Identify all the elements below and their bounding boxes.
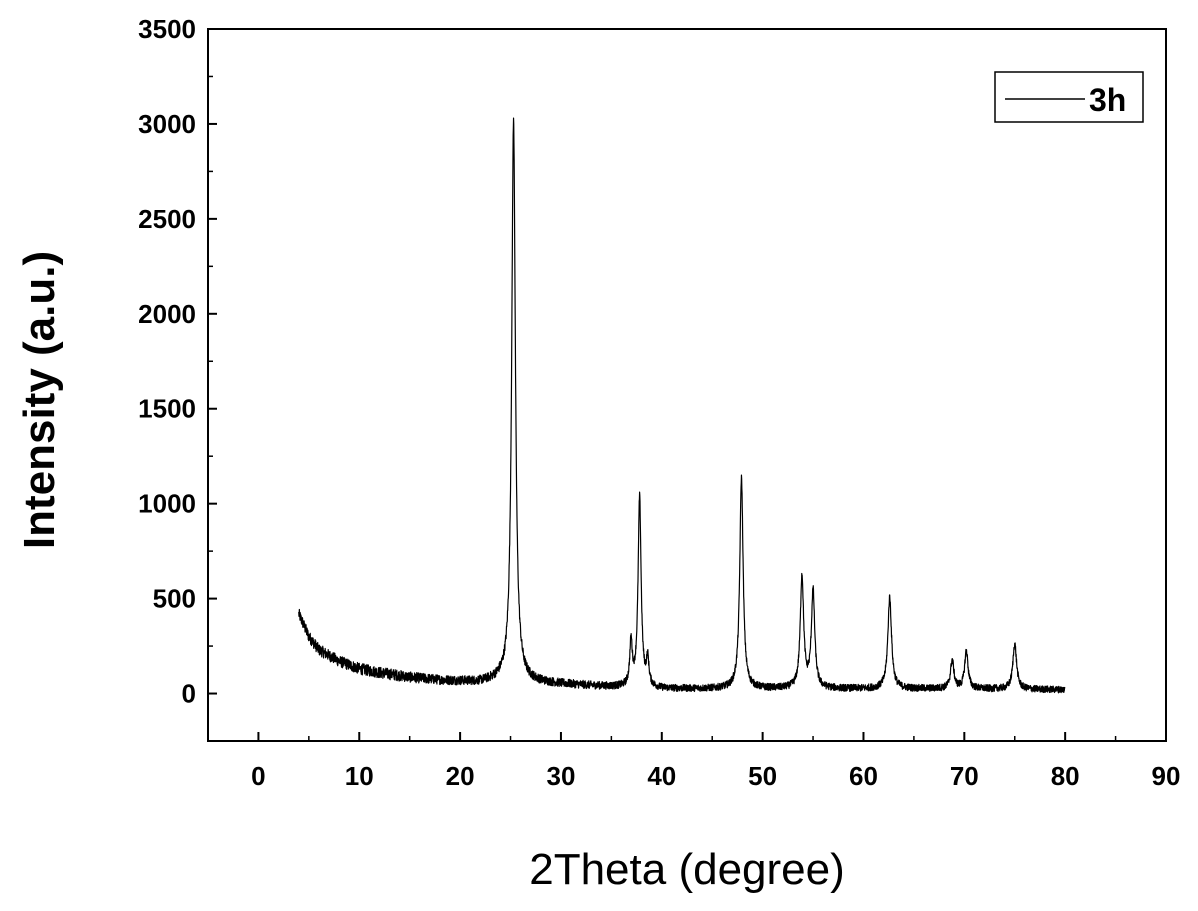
y-tick-label: 1000 bbox=[138, 489, 196, 519]
y-axis-ticks: 0 500 1000 1500 2000 2500 3000 3500 bbox=[138, 14, 217, 742]
x-axis-title: 2Theta (degree) bbox=[529, 845, 845, 894]
plot-frame bbox=[207, 28, 1167, 742]
y-tick-label: 500 bbox=[153, 584, 196, 614]
x-tick-label: 70 bbox=[950, 761, 979, 791]
x-tick-label: 80 bbox=[1051, 761, 1080, 791]
y-axis-title: Intensity (a.u.) bbox=[15, 251, 64, 549]
x-tick-label: 90 bbox=[1152, 761, 1181, 791]
legend: 3h bbox=[994, 71, 1144, 123]
x-tick-label: 60 bbox=[849, 761, 878, 791]
legend-label-3h: 3h bbox=[1089, 82, 1126, 118]
legend-box bbox=[994, 71, 1144, 123]
series-layer bbox=[298, 117, 1066, 694]
y-tick-label: 3000 bbox=[138, 109, 196, 139]
x-tick-label: 10 bbox=[345, 761, 374, 791]
y-tick-label: 2500 bbox=[138, 204, 196, 234]
x-tick-label: 30 bbox=[546, 761, 575, 791]
y-tick-label: 0 bbox=[182, 679, 196, 709]
x-tick-label: 40 bbox=[647, 761, 676, 791]
y-tick-label: 1500 bbox=[138, 394, 196, 424]
y-tick-label: 3500 bbox=[138, 14, 196, 44]
x-tick-label: 0 bbox=[251, 761, 265, 791]
x-tick-label: 20 bbox=[446, 761, 475, 791]
y-tick-label: 2000 bbox=[138, 299, 196, 329]
x-tick-label: 50 bbox=[748, 761, 777, 791]
series-line-3h bbox=[298, 117, 1066, 694]
x-axis-ticks: 0 10 20 30 40 50 60 70 80 90 bbox=[207, 732, 1181, 791]
